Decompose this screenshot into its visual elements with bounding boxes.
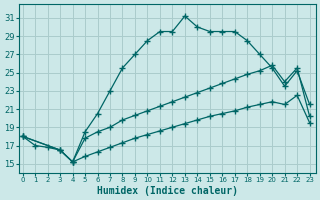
X-axis label: Humidex (Indice chaleur): Humidex (Indice chaleur) — [97, 186, 238, 196]
